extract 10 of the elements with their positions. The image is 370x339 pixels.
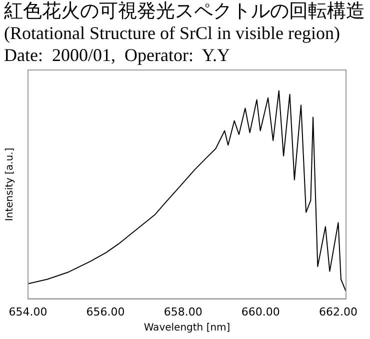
- x-tick-label: 660.00: [241, 305, 280, 318]
- x-tick-label: 656.00: [86, 305, 125, 318]
- x-tick-label: 662.00: [318, 305, 358, 318]
- x-tick-label: 658.00: [164, 305, 202, 318]
- chart-title: 紅色花火の可視発光スペクトルの回転構造: [4, 0, 366, 22]
- y-axis-title: Intensity [a.u.]: [4, 148, 16, 222]
- x-tick-label: 654.00: [8, 305, 48, 318]
- chart-subtitle: (Rotational Structure of SrCl in visible region): [4, 22, 341, 44]
- x-axis-title: Wavelength [nm]: [144, 322, 230, 334]
- text: Date: 2000/01, Operator: Y.Y: [4, 44, 231, 66]
